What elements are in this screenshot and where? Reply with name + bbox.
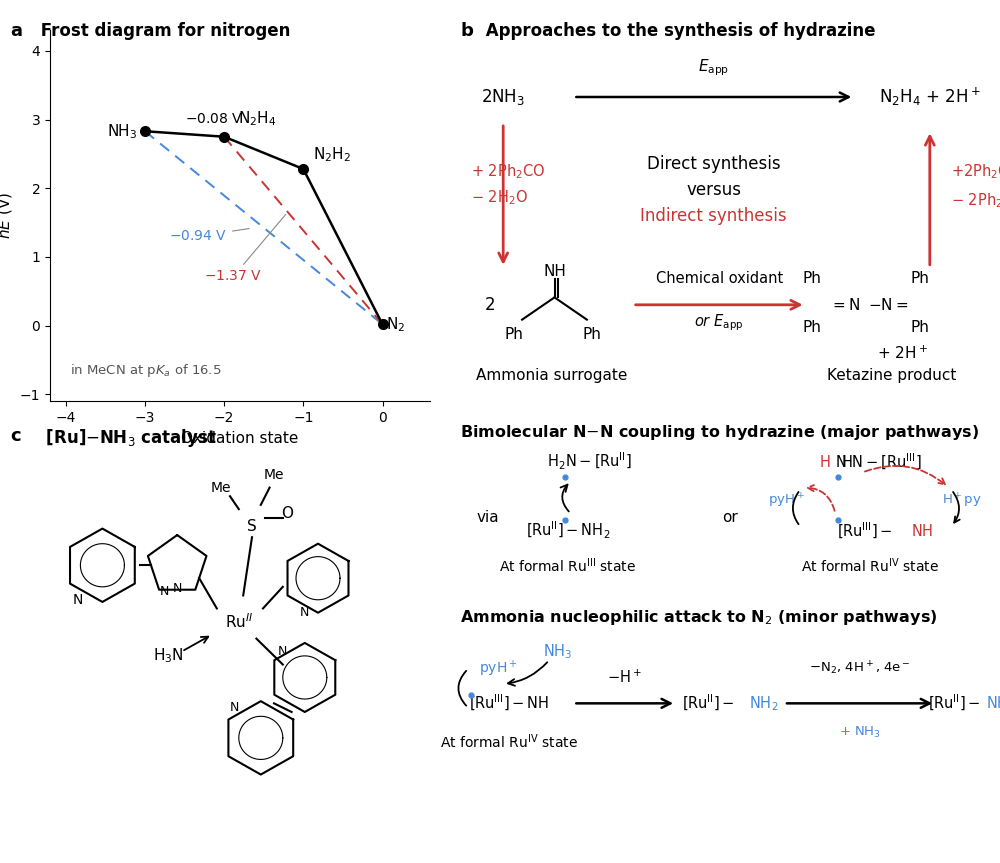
Y-axis label: $nE$ (V): $nE$ (V) <box>0 192 14 239</box>
Text: $E_\mathrm{app}$: $E_\mathrm{app}$ <box>698 58 729 79</box>
Text: +2Ph$_2$CO: +2Ph$_2$CO <box>951 162 1000 180</box>
Text: NH$_3$: NH$_3$ <box>107 122 137 141</box>
Text: Ph: Ph <box>911 271 930 287</box>
Text: $=$N: $=$N <box>830 297 860 312</box>
Text: N: N <box>159 584 169 598</box>
Text: Me: Me <box>211 481 231 494</box>
Text: + 2H$^+$: + 2H$^+$ <box>877 344 928 362</box>
Text: Approaches to the synthesis of hydrazine: Approaches to the synthesis of hydrazine <box>480 22 876 40</box>
Text: N: N <box>230 701 239 715</box>
Text: via: via <box>476 510 499 526</box>
Text: $-$1.37 V: $-$1.37 V <box>204 214 286 283</box>
Text: $-$H$^+$: $-$H$^+$ <box>607 669 642 686</box>
Text: + NH$_3$: + NH$_3$ <box>839 725 881 740</box>
Text: Ammonia nucleophilic attack to N$_2$ (minor pathways): Ammonia nucleophilic attack to N$_2$ (mi… <box>460 608 937 627</box>
Text: O: O <box>281 506 293 521</box>
Text: Ph: Ph <box>803 271 822 287</box>
Text: 2: 2 <box>484 296 495 314</box>
Text: $\mathsf{H}$: $\mathsf{H}$ <box>819 454 830 469</box>
X-axis label: Oxidation state: Oxidation state <box>181 431 299 445</box>
Text: Ph: Ph <box>583 327 602 342</box>
Text: N$_2$H$_4$: N$_2$H$_4$ <box>238 109 277 128</box>
Text: Frost diagram for nitrogen: Frost diagram for nitrogen <box>35 22 290 40</box>
Text: $\mathsf{[Ru^{II}]-NH_2}$: $\mathsf{[Ru^{II}]-NH_2}$ <box>526 520 610 541</box>
Text: H$^+$py: H$^+$py <box>942 491 982 510</box>
Text: $-$ 2H$_2$O: $-$ 2H$_2$O <box>471 188 528 206</box>
Text: c: c <box>10 427 21 445</box>
Text: $\mathsf{NH_3}$: $\mathsf{NH_3}$ <box>986 694 1000 713</box>
Text: $\mathsf{N}$: $\mathsf{N}$ <box>835 454 847 469</box>
Text: N: N <box>300 606 309 620</box>
Text: Ru$^{II}$: Ru$^{II}$ <box>225 612 253 631</box>
Text: At formal Ru$^\mathrm{III}$ state: At formal Ru$^\mathrm{III}$ state <box>499 556 637 575</box>
Text: N$_2$H$_2$: N$_2$H$_2$ <box>313 145 351 163</box>
Text: H$_3$N: H$_3$N <box>153 646 184 665</box>
Text: pyH$^+$: pyH$^+$ <box>768 491 805 510</box>
Text: $-$N$=$: $-$N$=$ <box>868 297 908 312</box>
Text: $-$0.94 V: $-$0.94 V <box>169 229 249 243</box>
Text: Direct synthesis: Direct synthesis <box>647 154 781 173</box>
Text: At formal Ru$^\mathrm{IV}$ state: At formal Ru$^\mathrm{IV}$ state <box>440 733 578 752</box>
Text: $-$0.08 V: $-$0.08 V <box>185 112 243 126</box>
Text: At formal Ru$^\mathrm{IV}$ state: At formal Ru$^\mathrm{IV}$ state <box>801 556 939 575</box>
Text: N$_2$: N$_2$ <box>386 315 406 334</box>
Text: 2NH$_3$: 2NH$_3$ <box>481 87 525 107</box>
Text: $-$N$_2$, 4H$^+$, 4e$^-$: $-$N$_2$, 4H$^+$, 4e$^-$ <box>809 660 910 677</box>
Text: $\mathsf{NH_2}$: $\mathsf{NH_2}$ <box>749 694 778 713</box>
Text: Indirect synthesis: Indirect synthesis <box>640 207 787 224</box>
Text: + 2Ph$_2$CO: + 2Ph$_2$CO <box>471 162 545 180</box>
Text: a: a <box>10 22 22 40</box>
Text: pyH$^+$: pyH$^+$ <box>479 658 517 679</box>
Text: S: S <box>247 519 257 534</box>
Text: N: N <box>278 645 287 658</box>
Text: N: N <box>73 593 83 607</box>
Text: or $E_\mathrm{app}$: or $E_\mathrm{app}$ <box>694 312 744 333</box>
Text: b: b <box>460 22 473 40</box>
Text: Bimolecular N$-$N coupling to hydrazine (major pathways): Bimolecular N$-$N coupling to hydrazine … <box>460 423 979 442</box>
Text: $\mathsf{[Ru^{II}]-}$: $\mathsf{[Ru^{II}]-}$ <box>682 693 735 714</box>
Text: N: N <box>173 583 182 595</box>
Text: $\mathsf{[Ru^{III}]-}$: $\mathsf{[Ru^{III}]-}$ <box>837 520 893 541</box>
Text: Ph: Ph <box>505 327 523 342</box>
Text: versus: versus <box>686 180 741 198</box>
Text: $\mathsf{[Ru^{III}]-NH}$: $\mathsf{[Ru^{III}]-NH}$ <box>469 693 549 714</box>
Text: [Ru]$-$NH$_3$ catalyst: [Ru]$-$NH$_3$ catalyst <box>40 427 217 449</box>
Text: or: or <box>722 510 738 526</box>
Text: $-$ 2Ph$_2$CO: $-$ 2Ph$_2$CO <box>951 192 1000 211</box>
Text: N$_2$H$_4$ + 2H$^+$: N$_2$H$_4$ + 2H$^+$ <box>879 85 981 108</box>
Text: Ketazine product: Ketazine product <box>827 368 957 383</box>
Text: $\mathsf{H_2N-[Ru^{II}]}$: $\mathsf{H_2N-[Ru^{II}]}$ <box>547 451 632 472</box>
Text: Ph: Ph <box>803 319 822 335</box>
Text: $\mathsf{NH}$: $\mathsf{NH}$ <box>911 523 933 539</box>
Text: Chemical oxidant: Chemical oxidant <box>656 271 783 287</box>
Text: NH: NH <box>543 264 566 279</box>
Text: in MeCN at p$K_a$ of 16.5: in MeCN at p$K_a$ of 16.5 <box>70 362 221 379</box>
Text: NH$_3$: NH$_3$ <box>543 642 572 661</box>
Text: Me: Me <box>264 468 284 482</box>
Text: Ammonia surrogate: Ammonia surrogate <box>476 368 627 383</box>
Text: Ph: Ph <box>911 319 930 335</box>
Text: $\mathsf{[Ru^{II}]-}$: $\mathsf{[Ru^{II}]-}$ <box>928 693 980 714</box>
Text: $\mathsf{HN-[Ru^{III}]}$: $\mathsf{HN-[Ru^{III}]}$ <box>841 451 922 472</box>
